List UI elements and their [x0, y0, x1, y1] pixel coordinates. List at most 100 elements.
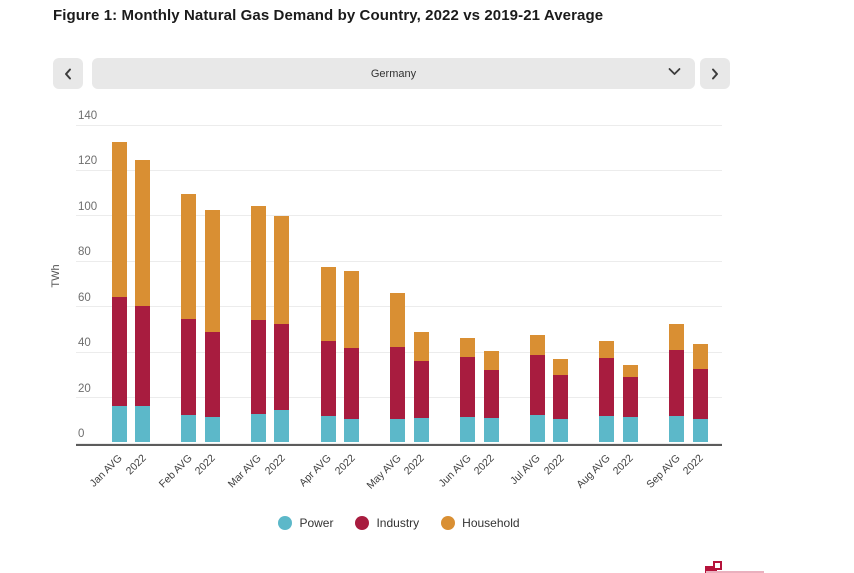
bar-segment-power	[529, 414, 545, 442]
y-axis-tick-label: 40	[78, 337, 91, 350]
stacked-bar-may-avg[interactable]	[390, 293, 406, 442]
chart-legend: Power Industry Household	[76, 516, 722, 530]
chevron-left-icon	[63, 68, 73, 80]
bar-segment-power	[460, 417, 475, 442]
bar-segment-power	[181, 414, 197, 442]
brand-logo	[700, 558, 770, 573]
stacked-bar-2022-9[interactable]	[692, 344, 708, 442]
stacked-bar-2022-1[interactable]	[135, 160, 150, 442]
y-axis-tick-label: 140	[78, 110, 98, 122]
bar-segment-power	[413, 418, 429, 442]
prev-country-button[interactable]	[53, 58, 83, 89]
legend-label: Household	[462, 516, 520, 530]
legend-dot-household	[441, 516, 456, 530]
chevron-down-icon	[668, 67, 681, 76]
bar-segment-power	[599, 415, 615, 442]
bar-segment-household	[204, 210, 220, 332]
bar-segment-industry	[460, 356, 475, 418]
bar-segment-industry	[344, 347, 360, 420]
legend-dot-industry	[355, 516, 370, 530]
bar-segment-power	[204, 417, 220, 442]
brand-logo-square	[713, 561, 722, 570]
bar-segment-power	[553, 419, 569, 442]
y-axis-tick-label: 60	[78, 291, 91, 304]
country-dropdown-value: Germany	[370, 67, 417, 80]
stacked-bar-apr-avg[interactable]	[320, 267, 336, 442]
bar-segment-power	[390, 419, 406, 442]
country-dropdown[interactable]: Germany	[92, 58, 695, 89]
bar-segment-household	[622, 364, 638, 378]
stacked-bar-2022-8[interactable]	[622, 364, 638, 442]
bar-segment-industry	[692, 369, 708, 420]
bar-segment-household	[460, 337, 475, 357]
bar-segment-household	[250, 205, 266, 321]
bar-segment-power	[320, 415, 336, 442]
bar-segment-household	[483, 351, 499, 371]
bar-segment-industry	[204, 331, 220, 418]
gridline	[76, 215, 722, 217]
bar-segment-household	[135, 160, 150, 306]
bar-segment-industry	[529, 354, 545, 415]
stacked-bar-aug-avg[interactable]	[599, 340, 615, 442]
bar-segment-household	[669, 323, 685, 351]
bar-segment-industry	[599, 357, 615, 416]
bar-segment-household	[344, 270, 360, 348]
bar-segment-household	[413, 331, 429, 362]
bar-segment-household	[529, 335, 545, 355]
stacked-bar-2022-7[interactable]	[553, 359, 569, 442]
legend-item-industry[interactable]: Industry	[355, 516, 419, 530]
bar-segment-industry	[553, 375, 569, 420]
gridline	[76, 169, 722, 171]
legend-item-power[interactable]: Power	[278, 516, 333, 530]
gridline	[76, 260, 722, 262]
y-axis-tick-label: 20	[78, 382, 91, 395]
bar-segment-industry	[390, 346, 406, 420]
bar-segment-power	[669, 415, 685, 442]
bar-segment-industry	[274, 323, 290, 411]
stacked-bar-2022-6[interactable]	[483, 351, 499, 442]
bar-segment-industry	[669, 350, 685, 416]
stacked-bar-2022-2[interactable]	[204, 210, 220, 442]
bar-segment-power	[274, 410, 290, 442]
gridline	[76, 124, 722, 126]
bar-segment-power	[622, 417, 638, 442]
bar-segment-power	[135, 405, 150, 442]
bar-segment-industry	[111, 296, 127, 406]
bar-segment-household	[111, 142, 127, 297]
stacked-bar-jan-avg[interactable]	[111, 142, 127, 442]
chevron-right-icon	[710, 68, 720, 80]
bar-segment-industry	[250, 320, 266, 414]
stacked-bar-2022-5[interactable]	[413, 331, 429, 442]
bar-segment-household	[599, 340, 615, 358]
bar-segment-household	[692, 344, 708, 370]
stacked-bar-feb-avg[interactable]	[181, 194, 197, 442]
bar-segment-power	[483, 418, 499, 442]
bar-segment-industry	[483, 370, 499, 419]
stacked-bar-jul-avg[interactable]	[529, 335, 545, 442]
stacked-bar-2022-4[interactable]	[344, 270, 360, 442]
bar-segment-household	[274, 216, 290, 324]
bar-segment-power	[692, 419, 708, 442]
bar-segment-industry	[320, 340, 336, 416]
figure-title: Figure 1: Monthly Natural Gas Demand by …	[53, 7, 604, 24]
bar-segment-industry	[135, 305, 150, 406]
stacked-bar-mar-avg[interactable]	[250, 205, 266, 442]
bar-segment-household	[320, 267, 336, 341]
brand-logo-block	[705, 566, 717, 573]
next-country-button[interactable]	[700, 58, 730, 89]
bar-segment-power	[344, 419, 360, 442]
stacked-bar-sep-avg[interactable]	[669, 323, 685, 442]
stacked-bar-2022-3[interactable]	[274, 216, 290, 442]
bar-segment-household	[553, 359, 569, 376]
bar-chart-plot-area: 0 20 40 60 80 100 120 140 Jan AVG 2022 Feb AVG 2022…	[76, 110, 722, 492]
bar-segment-household	[390, 293, 406, 347]
bar-segment-industry	[622, 377, 638, 418]
legend-dot-power	[278, 516, 293, 530]
y-axis-tick-label: 0	[78, 428, 85, 440]
bar-segment-power	[111, 405, 127, 442]
stacked-bar-jun-avg[interactable]	[460, 337, 475, 442]
y-axis-tick-label: 120	[78, 155, 98, 168]
legend-item-household[interactable]: Household	[441, 516, 520, 530]
bar-segment-household	[181, 194, 197, 320]
